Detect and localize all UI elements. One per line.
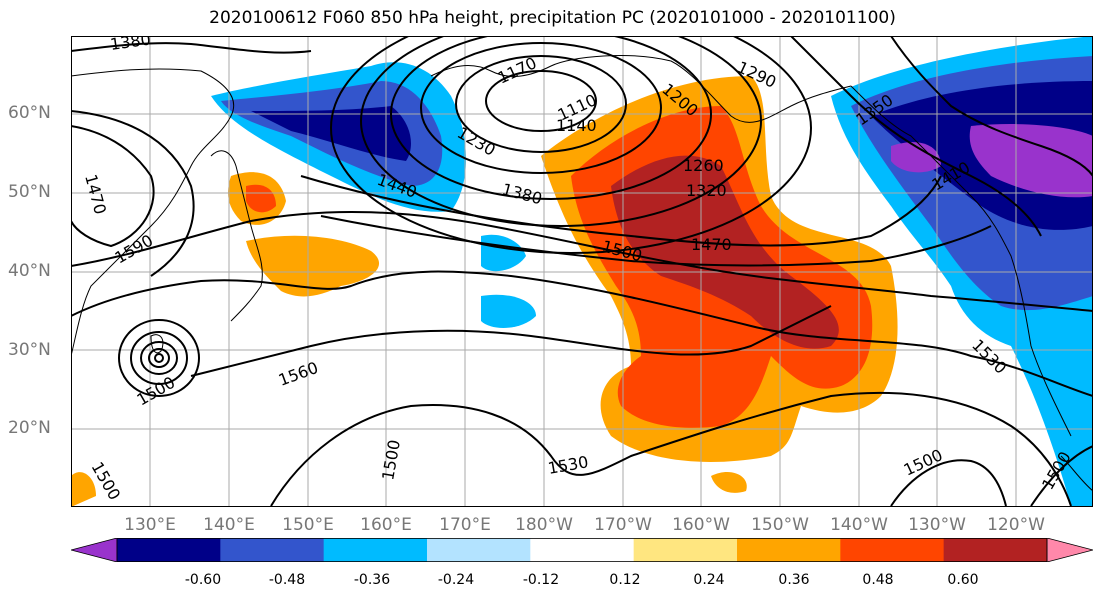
colorbar-tick: 0.12 xyxy=(609,572,641,588)
map-title: 2020100612 F060 850 hPa height, precipit… xyxy=(209,8,896,28)
colorbar-tick: 0.24 xyxy=(693,572,725,588)
colorbar-segment xyxy=(427,538,531,562)
contour-label: 1470 xyxy=(691,235,732,254)
colorbar-segment xyxy=(323,538,428,562)
lon-label: 170°E xyxy=(439,515,491,535)
lat-label-30n: 30°N xyxy=(8,340,51,360)
lon-label: 160°W xyxy=(672,515,730,535)
lat-label-40n: 40°N xyxy=(8,261,51,281)
lat-label-60n: 60°N xyxy=(8,103,51,123)
colorbar-segment xyxy=(840,538,945,562)
colorbar-segment xyxy=(943,538,1048,562)
lon-label: 140°E xyxy=(203,515,255,535)
colorbar-border xyxy=(116,538,1048,562)
colorbar-tick: 0.36 xyxy=(778,572,810,588)
colorbar-segment xyxy=(117,538,221,562)
coastlines xyxy=(71,55,1093,492)
colorbar-tick: -0.48 xyxy=(268,572,306,588)
colorbar-tick: -0.60 xyxy=(184,572,222,588)
lon-label: 130°E xyxy=(124,515,176,535)
lat-label-50n: 50°N xyxy=(8,182,51,202)
colorbar-segment xyxy=(530,538,635,562)
lon-label: 140°W xyxy=(830,515,888,535)
colorbar-segment xyxy=(220,538,325,562)
lat-label-20n: 20°N xyxy=(8,418,51,438)
contour-label: 1140 xyxy=(556,116,597,135)
height-contours xyxy=(71,36,1093,507)
colorbar-tick: -0.24 xyxy=(437,572,475,588)
colorbar-tick: 0.60 xyxy=(947,572,979,588)
map-border xyxy=(71,36,1093,507)
colorbar-tick: -0.12 xyxy=(522,572,560,588)
colorbar xyxy=(71,538,1093,562)
contour-label: 1260 xyxy=(683,156,724,175)
lon-label: 180°W xyxy=(515,515,573,535)
contour-label: 1380 xyxy=(109,36,152,54)
colorbar-extend-high xyxy=(1046,538,1093,562)
contour-label: 1320 xyxy=(686,181,727,200)
colorbar-segment xyxy=(737,538,841,562)
colorbar-segment xyxy=(633,538,738,562)
map-panel: 1380 1470 1590 1500 1560 1500 1500 1170 … xyxy=(71,36,1093,507)
precip-shading xyxy=(71,36,1093,507)
lon-label: 150°W xyxy=(751,515,809,535)
lon-label: 120°W xyxy=(987,515,1045,535)
lon-label: 160°E xyxy=(360,515,412,535)
lon-label: 150°E xyxy=(282,515,334,535)
lon-label: 130°W xyxy=(908,515,966,535)
lon-label: 170°W xyxy=(594,515,652,535)
colorbar-tick: -0.36 xyxy=(353,572,391,588)
colorbar-extend-low xyxy=(71,538,118,562)
colorbar-tick: 0.48 xyxy=(862,572,894,588)
map-canvas: 1380 1470 1590 1500 1560 1500 1500 1170 … xyxy=(71,36,1093,507)
